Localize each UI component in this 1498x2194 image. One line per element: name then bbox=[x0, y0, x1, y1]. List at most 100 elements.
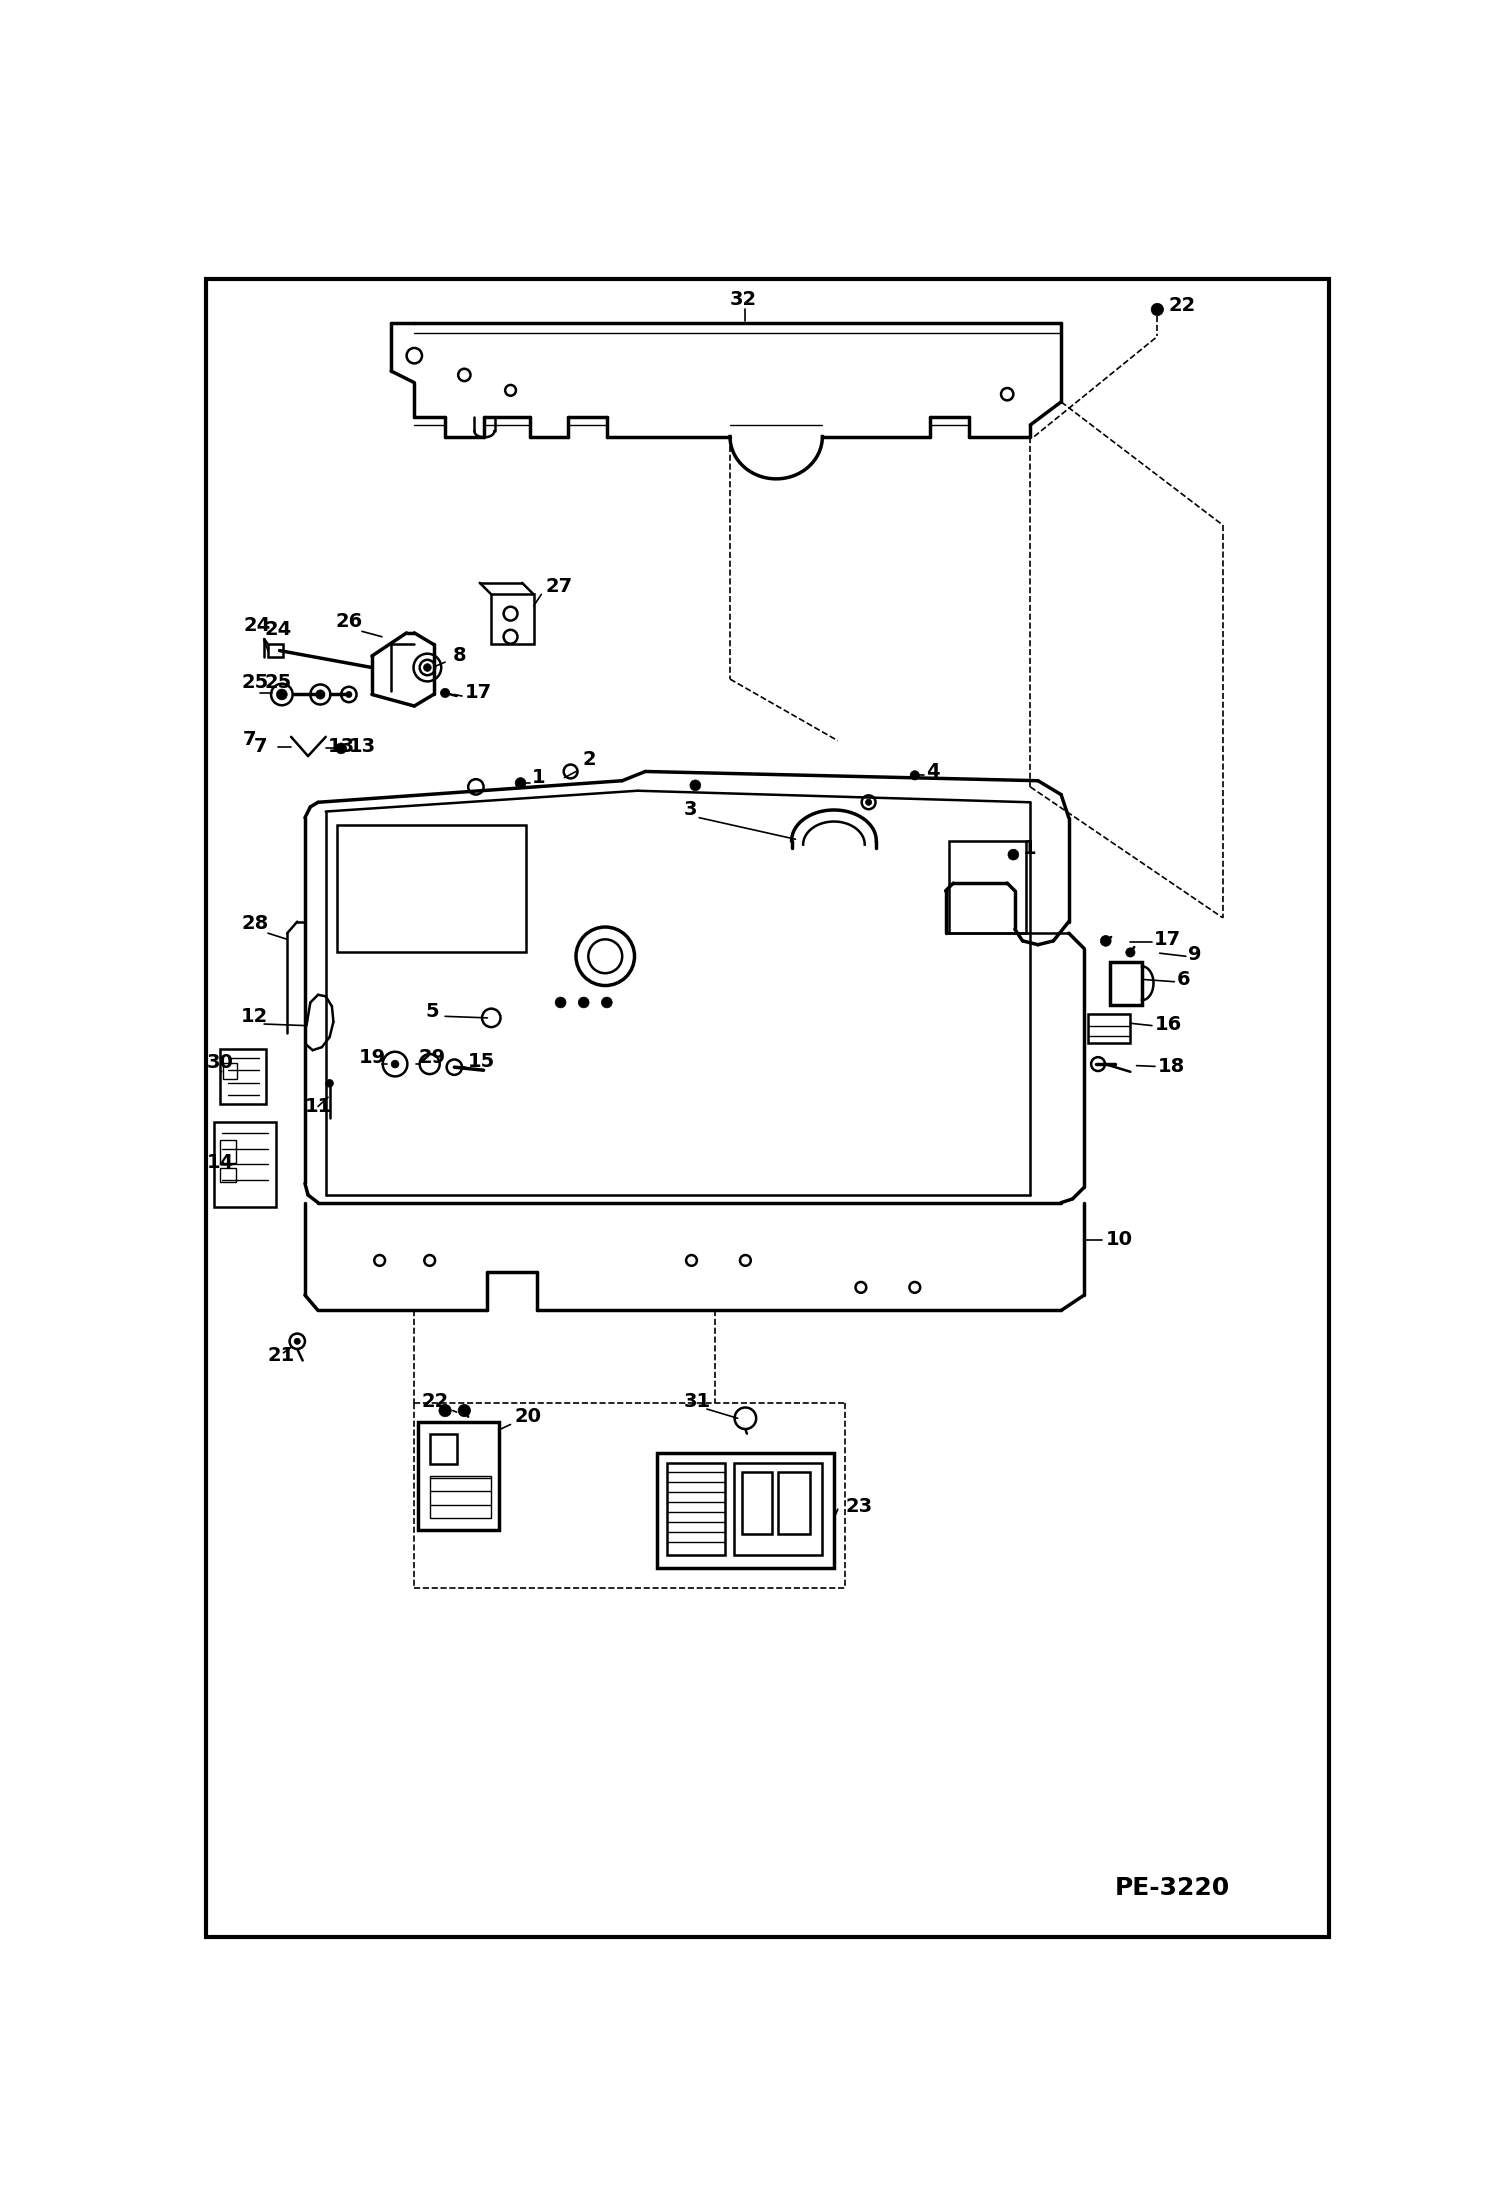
Circle shape bbox=[861, 796, 875, 810]
Text: 15: 15 bbox=[469, 1053, 496, 1071]
Text: 6: 6 bbox=[1176, 970, 1191, 989]
Text: 10: 10 bbox=[1106, 1231, 1132, 1248]
Circle shape bbox=[382, 1051, 407, 1077]
Bar bbox=[220, 1167, 235, 1183]
Circle shape bbox=[855, 1281, 866, 1292]
Circle shape bbox=[413, 654, 442, 682]
Circle shape bbox=[336, 744, 346, 755]
Circle shape bbox=[419, 660, 434, 676]
Text: 7: 7 bbox=[243, 731, 256, 748]
Circle shape bbox=[346, 691, 352, 698]
Text: 7: 7 bbox=[255, 737, 268, 757]
Text: 32: 32 bbox=[730, 290, 756, 309]
Circle shape bbox=[446, 1060, 461, 1075]
Text: 5: 5 bbox=[425, 1003, 439, 1020]
Circle shape bbox=[271, 685, 292, 704]
Bar bbox=[430, 1477, 491, 1518]
Circle shape bbox=[316, 689, 325, 700]
Circle shape bbox=[1091, 1058, 1106, 1071]
Text: 29: 29 bbox=[418, 1049, 445, 1068]
Circle shape bbox=[482, 1009, 500, 1027]
Text: 4: 4 bbox=[926, 761, 939, 781]
Circle shape bbox=[691, 779, 701, 790]
Text: 27: 27 bbox=[545, 577, 572, 597]
Circle shape bbox=[1008, 849, 1019, 860]
Bar bbox=[220, 1139, 235, 1163]
Circle shape bbox=[374, 1255, 385, 1266]
Bar bbox=[220, 1049, 267, 1104]
Circle shape bbox=[556, 996, 566, 1007]
Text: 14: 14 bbox=[207, 1154, 234, 1172]
Text: 1: 1 bbox=[1023, 838, 1037, 858]
Text: 20: 20 bbox=[514, 1406, 541, 1426]
Circle shape bbox=[458, 1404, 470, 1417]
Circle shape bbox=[310, 685, 331, 704]
Bar bbox=[337, 825, 526, 952]
Circle shape bbox=[578, 996, 589, 1007]
Text: 30: 30 bbox=[207, 1053, 234, 1073]
Circle shape bbox=[470, 781, 481, 792]
Text: 25: 25 bbox=[264, 674, 292, 693]
Text: 24: 24 bbox=[243, 617, 271, 634]
Circle shape bbox=[739, 1413, 752, 1424]
Circle shape bbox=[440, 689, 449, 698]
Bar bbox=[742, 1472, 773, 1534]
Bar bbox=[418, 1422, 499, 1529]
Circle shape bbox=[1101, 935, 1112, 946]
Text: 24: 24 bbox=[264, 619, 292, 638]
Circle shape bbox=[458, 369, 470, 382]
Text: 12: 12 bbox=[241, 1007, 268, 1027]
Circle shape bbox=[909, 1281, 920, 1292]
Circle shape bbox=[740, 1255, 750, 1266]
Text: 25: 25 bbox=[241, 674, 268, 693]
Circle shape bbox=[419, 1053, 440, 1075]
Bar bbox=[777, 1472, 810, 1534]
Text: 22: 22 bbox=[1168, 296, 1195, 316]
Bar bbox=[491, 595, 533, 645]
Bar bbox=[1088, 1014, 1131, 1044]
Circle shape bbox=[515, 777, 526, 788]
Circle shape bbox=[503, 608, 517, 621]
Circle shape bbox=[503, 630, 517, 643]
Circle shape bbox=[505, 384, 515, 395]
Circle shape bbox=[563, 764, 578, 779]
Text: 26: 26 bbox=[336, 612, 363, 632]
Text: 28: 28 bbox=[241, 915, 268, 932]
Circle shape bbox=[686, 1255, 697, 1266]
Text: 21: 21 bbox=[268, 1345, 295, 1365]
Text: 1: 1 bbox=[532, 768, 545, 788]
Bar bbox=[223, 1062, 237, 1079]
Circle shape bbox=[424, 1255, 434, 1266]
Text: 17: 17 bbox=[1153, 930, 1180, 948]
Bar bbox=[1110, 963, 1141, 1005]
Circle shape bbox=[866, 799, 872, 805]
Circle shape bbox=[424, 663, 431, 671]
Circle shape bbox=[289, 1334, 306, 1349]
Bar bbox=[214, 1121, 276, 1207]
Bar bbox=[667, 1463, 725, 1556]
Bar bbox=[734, 1463, 822, 1556]
Text: 22: 22 bbox=[422, 1391, 449, 1411]
Circle shape bbox=[577, 928, 635, 985]
Circle shape bbox=[601, 996, 613, 1007]
Circle shape bbox=[439, 1404, 451, 1417]
Circle shape bbox=[325, 1079, 334, 1088]
Text: 13: 13 bbox=[328, 737, 355, 757]
Text: 3: 3 bbox=[683, 801, 697, 821]
Circle shape bbox=[1150, 303, 1164, 316]
Circle shape bbox=[391, 1060, 398, 1068]
Circle shape bbox=[342, 687, 357, 702]
Circle shape bbox=[277, 689, 288, 700]
Circle shape bbox=[469, 779, 484, 794]
Circle shape bbox=[734, 1409, 756, 1428]
Text: 23: 23 bbox=[845, 1496, 873, 1516]
Circle shape bbox=[1126, 948, 1135, 957]
Text: 11: 11 bbox=[306, 1097, 333, 1117]
Circle shape bbox=[294, 1338, 300, 1345]
Circle shape bbox=[589, 939, 622, 974]
Text: 17: 17 bbox=[464, 685, 491, 702]
Bar bbox=[950, 840, 1026, 932]
Text: 31: 31 bbox=[683, 1391, 712, 1411]
Circle shape bbox=[1001, 388, 1013, 399]
Text: 9: 9 bbox=[1188, 946, 1201, 963]
